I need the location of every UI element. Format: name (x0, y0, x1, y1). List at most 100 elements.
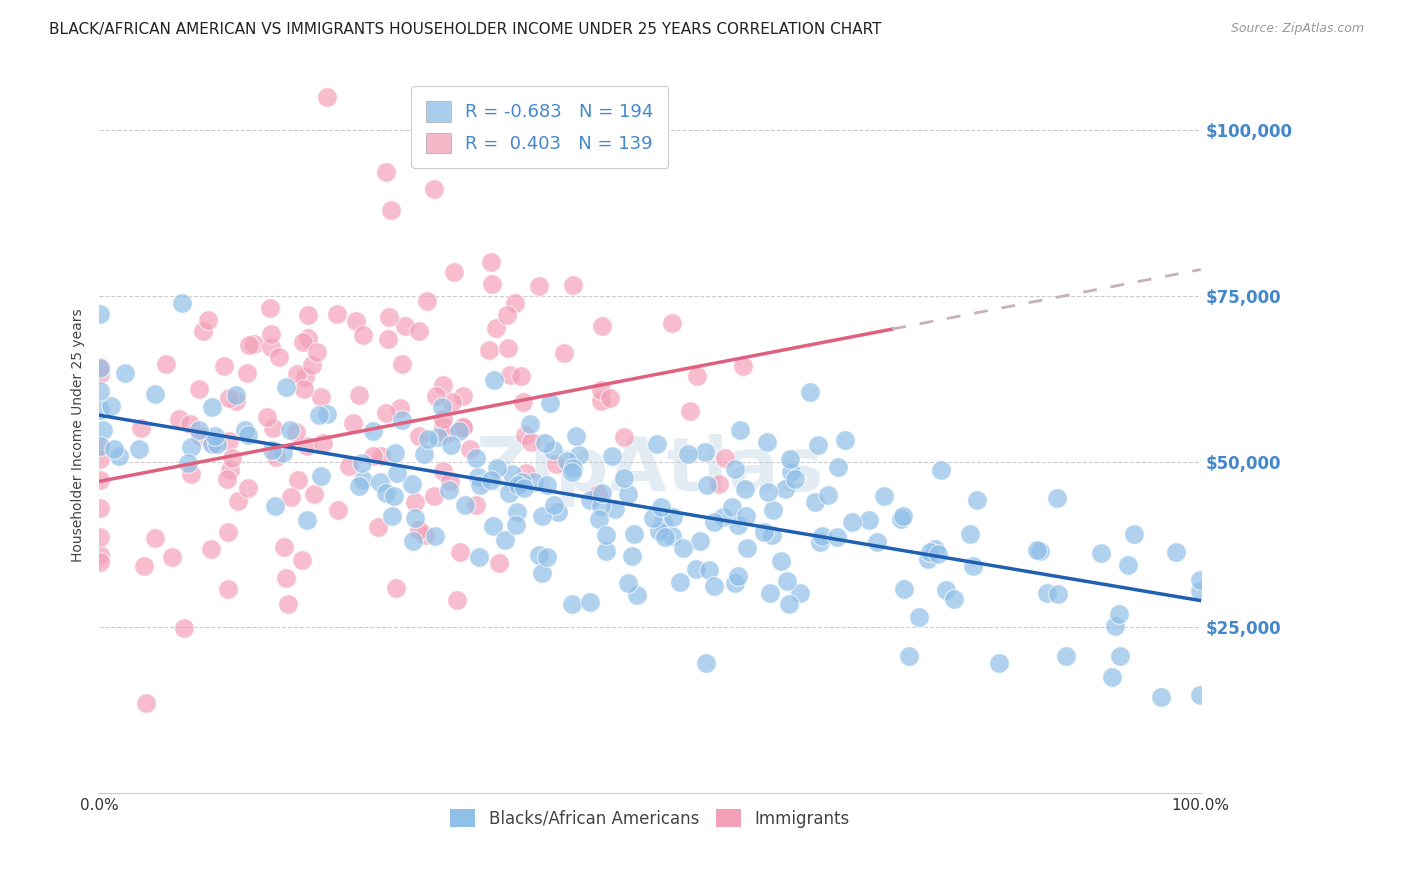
Point (827, 460, 849, 475)
Point (188, 382, 211, 396)
Point (513, 428, 536, 442)
Point (200, 542, 222, 557)
Point (259, 327, 281, 342)
Point (756, 435, 779, 450)
Point (368, 475, 391, 490)
Point (418, 433, 440, 447)
Point (337, 458, 360, 473)
Point (799, 384, 821, 399)
Point (810, 529, 832, 543)
Point (515, 466, 537, 480)
Point (536, 478, 558, 492)
Point (394, 318, 416, 333)
Point (432, 400, 454, 414)
Point (89, 439, 111, 453)
Point (160, 550, 183, 565)
Point (423, 529, 446, 543)
Point (1149, 690, 1171, 704)
Point (89, 451, 111, 466)
Point (538, 395, 561, 409)
Point (494, 533, 516, 547)
Point (446, 592, 468, 607)
Point (143, 386, 166, 401)
Point (1188, 584, 1211, 599)
Point (917, 552, 939, 566)
Point (924, 541, 946, 556)
Point (561, 597, 583, 611)
Point (344, 314, 367, 328)
Point (218, 434, 240, 448)
Point (591, 486, 613, 500)
Point (374, 485, 396, 500)
Point (221, 450, 243, 465)
Point (1108, 607, 1130, 622)
Point (425, 389, 447, 403)
Point (770, 554, 793, 568)
Point (301, 358, 323, 372)
Point (89, 307, 111, 321)
Point (413, 446, 436, 460)
Point (295, 513, 318, 527)
Point (179, 417, 201, 431)
Point (759, 586, 782, 600)
Point (734, 482, 756, 496)
Point (197, 312, 219, 326)
Point (440, 395, 463, 409)
Point (561, 461, 583, 475)
Point (292, 334, 315, 349)
Point (297, 308, 319, 322)
Point (858, 513, 880, 527)
Point (779, 465, 801, 479)
Point (100, 399, 122, 413)
Point (89, 530, 111, 544)
Point (1035, 585, 1057, 599)
Point (890, 512, 912, 526)
Point (225, 387, 247, 401)
Point (308, 408, 330, 422)
Point (384, 446, 406, 460)
Point (1122, 527, 1144, 541)
Point (201, 400, 224, 414)
Point (652, 515, 675, 529)
Point (180, 467, 202, 481)
Point (484, 373, 506, 387)
Point (589, 499, 612, 513)
Point (565, 429, 588, 443)
Point (761, 528, 783, 542)
Point (547, 505, 569, 519)
Point (451, 389, 474, 403)
Point (935, 582, 957, 597)
Point (413, 528, 436, 542)
Point (891, 509, 914, 524)
Point (626, 588, 648, 602)
Point (201, 436, 224, 450)
Point (541, 443, 564, 458)
Point (316, 90, 339, 104)
Point (378, 310, 401, 325)
Point (114, 366, 136, 380)
Point (496, 341, 519, 355)
Point (385, 581, 408, 595)
Point (155, 357, 177, 371)
Point (363, 449, 385, 463)
Point (173, 621, 195, 635)
Point (654, 530, 676, 544)
Point (1101, 670, 1123, 684)
Point (309, 390, 332, 404)
Point (89, 359, 111, 374)
Point (215, 472, 238, 486)
Point (180, 440, 202, 454)
Point (451, 420, 474, 434)
Point (188, 423, 211, 437)
Point (432, 420, 454, 434)
Point (408, 428, 430, 442)
Point (616, 575, 638, 590)
Point (427, 429, 450, 443)
Point (929, 463, 952, 477)
Point (167, 412, 190, 426)
Point (513, 481, 536, 495)
Point (498, 486, 520, 500)
Point (89, 403, 111, 417)
Point (233, 423, 256, 437)
Point (256, 410, 278, 425)
